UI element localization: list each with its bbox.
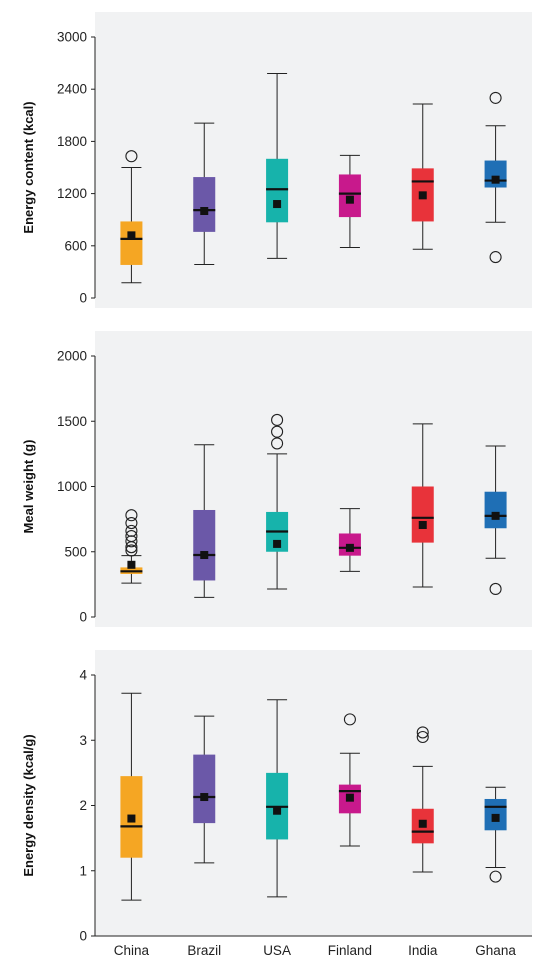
box-china xyxy=(120,509,143,584)
outlier-point xyxy=(125,544,138,557)
outlier-point xyxy=(271,413,284,426)
box-ghana xyxy=(484,91,507,264)
box-iqr xyxy=(120,221,143,265)
y-axis-title: Meal weight (g) xyxy=(21,440,36,534)
panel-energy-content-kcal: 0 600 1200 1800 2400 3000 Energy content (kcal… xyxy=(21,12,532,308)
x-tick-label: Brazil xyxy=(187,943,221,958)
x-tick-label: Finland xyxy=(328,943,372,958)
outlier-point xyxy=(489,870,502,883)
box-iqr xyxy=(193,754,216,824)
mean-marker xyxy=(200,207,209,215)
y-tick-label: 2400 xyxy=(57,82,87,97)
y-axis-title: Energy content (kcal) xyxy=(21,101,36,233)
mean-marker xyxy=(200,793,209,802)
outlier-point xyxy=(343,713,356,726)
mean-marker xyxy=(273,806,282,815)
panel-energy-density-kcal-g: 0 1 2 3 4 Energy density (kcal/g) China Brazil U… xyxy=(21,650,532,958)
x-tick-label: China xyxy=(114,943,150,958)
outlier-point xyxy=(489,251,502,264)
plot-background xyxy=(95,331,532,627)
box-iqr xyxy=(411,486,434,543)
box-finland xyxy=(338,713,361,847)
mean-marker xyxy=(127,560,136,569)
y-tick-label: 3 xyxy=(79,733,87,748)
plot-background xyxy=(95,12,532,308)
mean-marker xyxy=(418,520,427,529)
box-iqr xyxy=(193,509,216,581)
outlier-point xyxy=(125,530,138,543)
outlier-point xyxy=(489,582,502,595)
y-tick-label: 0 xyxy=(79,929,87,944)
outlier-point xyxy=(489,91,502,104)
box-ghana xyxy=(484,445,507,595)
x-tick-label: Ghana xyxy=(475,943,516,958)
y-tick-label: 500 xyxy=(64,544,87,559)
x-tick-label: India xyxy=(408,943,438,958)
outlier-point xyxy=(125,535,138,548)
outlier-point xyxy=(125,524,138,537)
y-tick-label: 4 xyxy=(79,668,87,683)
box-iqr xyxy=(484,491,507,529)
y-tick-label: 1500 xyxy=(57,414,87,429)
mean-marker xyxy=(345,543,354,552)
outlier-point xyxy=(416,730,429,744)
box-brazil xyxy=(193,444,216,598)
mean-marker xyxy=(127,814,136,823)
y-tick-label: 600 xyxy=(64,238,87,253)
y-tick-label: 1 xyxy=(79,863,87,878)
y-tick-label: 1800 xyxy=(57,134,87,149)
outlier-point xyxy=(416,726,429,739)
y-tick-label: 1200 xyxy=(57,186,87,201)
mean-marker xyxy=(273,200,282,209)
mean-marker xyxy=(345,793,354,802)
box-india xyxy=(411,726,434,873)
box-iqr xyxy=(266,158,289,223)
y-axis-title: Energy density (kcal/g) xyxy=(21,734,36,876)
y-tick-label: 0 xyxy=(79,610,87,625)
mean-marker xyxy=(491,813,500,822)
outlier-point xyxy=(271,425,284,438)
mean-marker xyxy=(418,819,427,828)
outlier-point xyxy=(125,516,138,530)
outlier-point xyxy=(125,150,138,163)
box-finland xyxy=(338,508,361,572)
box-usa xyxy=(266,413,289,590)
box-brazil xyxy=(193,122,216,266)
mean-marker xyxy=(200,551,209,560)
box-usa xyxy=(266,73,289,259)
panel-meal-weight-g: 0 500 1000 1500 2000 Meal weight (g) xyxy=(21,331,532,627)
mean-marker xyxy=(418,191,427,200)
mean-marker xyxy=(273,539,282,548)
mean-marker xyxy=(345,195,354,204)
box-china xyxy=(120,150,143,284)
mean-marker xyxy=(491,511,500,520)
y-tick-label: 3000 xyxy=(57,30,87,45)
box-india xyxy=(411,423,434,588)
box-brazil xyxy=(193,715,216,864)
box-ghana xyxy=(484,786,507,883)
y-tick-label: 2000 xyxy=(57,349,87,364)
plot-background xyxy=(95,650,532,936)
mean-marker xyxy=(491,175,500,184)
box-india xyxy=(411,103,434,250)
x-tick-label: USA xyxy=(263,943,291,958)
outlier-point xyxy=(271,437,284,450)
y-tick-label: 2 xyxy=(79,798,87,813)
mean-marker xyxy=(127,231,136,240)
box-usa xyxy=(266,699,289,898)
box-china xyxy=(120,692,143,901)
y-tick-label: 1000 xyxy=(57,479,87,494)
outlier-point xyxy=(125,509,138,522)
box-iqr xyxy=(193,177,216,232)
y-tick-label: 0 xyxy=(79,291,87,306)
box-finland xyxy=(338,154,361,249)
